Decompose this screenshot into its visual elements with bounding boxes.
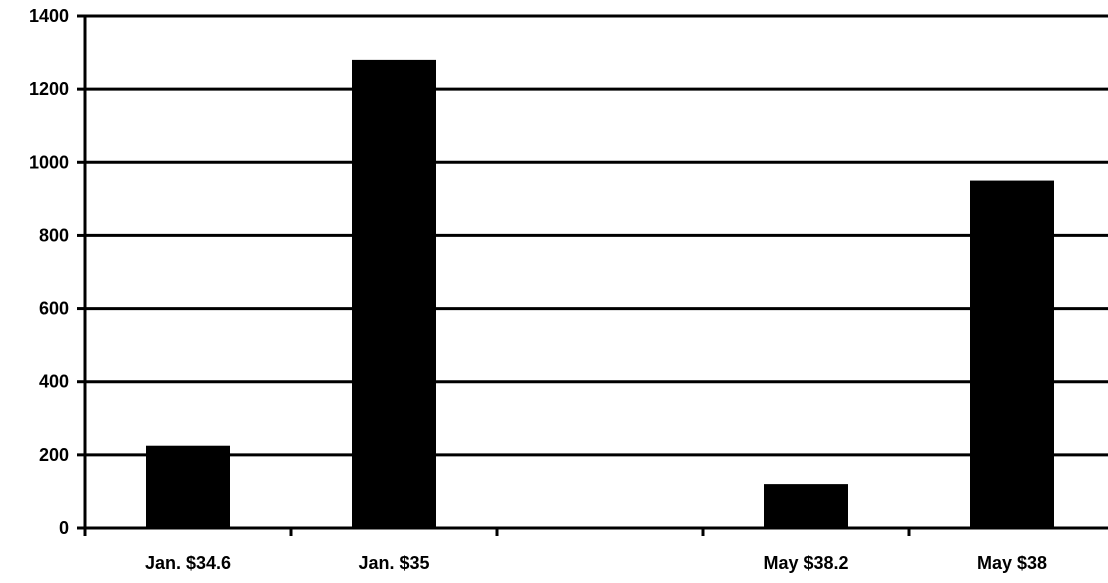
x-tick-label: Jan. $34.6 xyxy=(145,553,231,573)
y-tick-label: 1200 xyxy=(29,79,69,99)
y-tick-label: 200 xyxy=(39,445,69,465)
x-tick-label: May $38.2 xyxy=(763,553,848,573)
y-tick-label: 1400 xyxy=(29,6,69,26)
y-tick-label: 400 xyxy=(39,372,69,392)
y-tick-label: 800 xyxy=(39,225,69,245)
x-tick-labels: Jan. $34.6 Jan. $35 May $38.2 May $38 xyxy=(145,553,1047,573)
bar xyxy=(352,59,436,529)
y-tick-labels: 0 200 400 600 800 1000 1200 1400 xyxy=(29,6,69,538)
x-tick-label: Jan. $35 xyxy=(358,553,429,573)
axes xyxy=(77,14,1108,536)
gridlines xyxy=(85,14,1108,457)
x-tick-label: May $38 xyxy=(977,553,1047,573)
bar xyxy=(970,180,1054,529)
bars xyxy=(146,59,1054,529)
y-tick-label: 1000 xyxy=(29,152,69,172)
y-tick-label: 0 xyxy=(59,518,69,538)
y-tick-label: 600 xyxy=(39,299,69,319)
bar xyxy=(764,484,848,528)
bar xyxy=(146,445,230,528)
